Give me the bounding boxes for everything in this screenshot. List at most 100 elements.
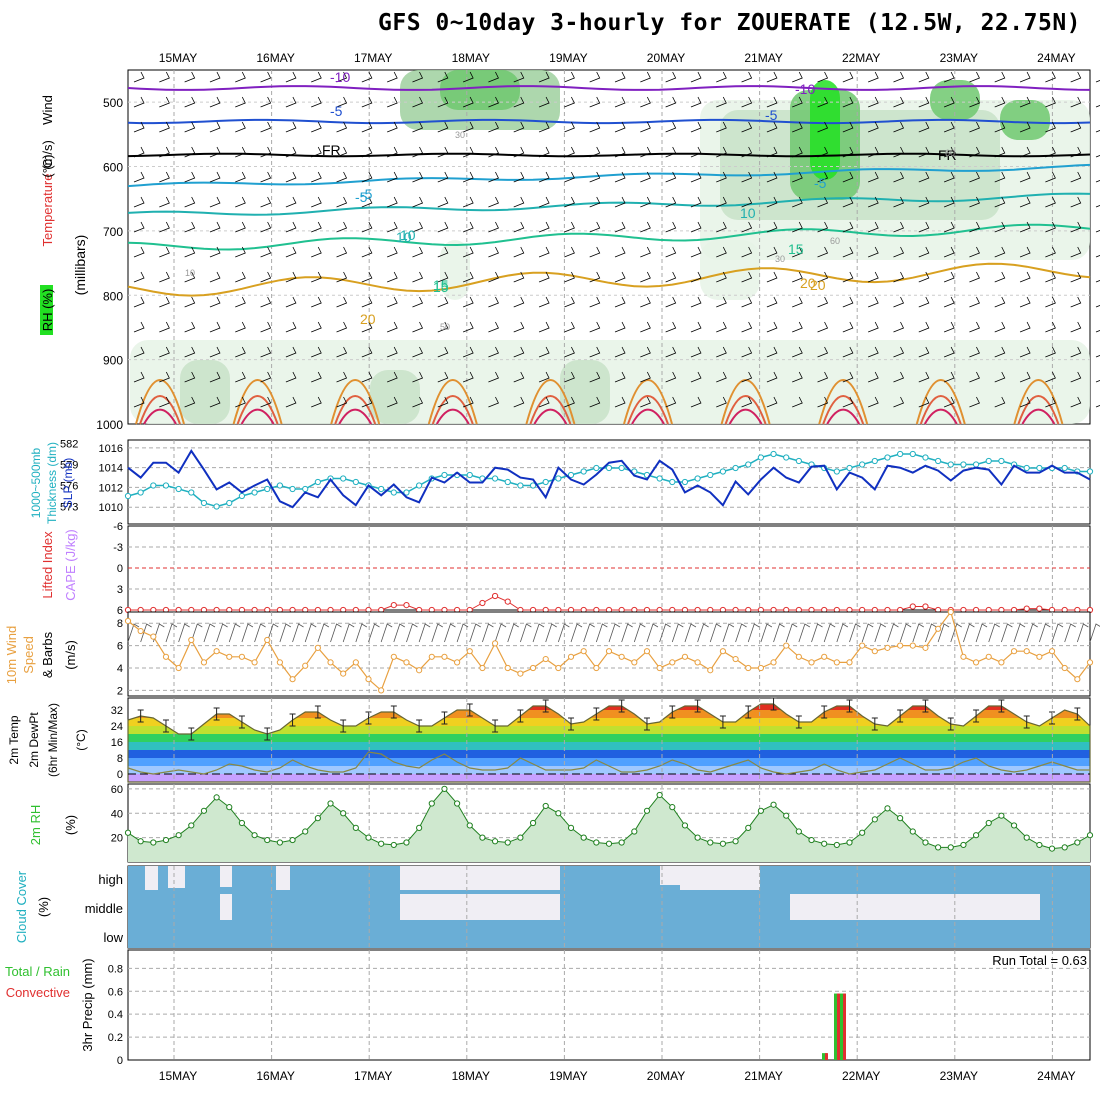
wind-barb <box>893 221 905 233</box>
wind-barb <box>741 121 753 133</box>
thickness-point <box>884 454 891 461</box>
wind-barb <box>665 121 677 133</box>
wind-barb <box>1051 623 1064 643</box>
rh-point <box>251 832 258 839</box>
wind-barb <box>336 221 348 233</box>
wind-barb <box>969 371 980 383</box>
wind-barb <box>868 271 879 283</box>
lifted-index-point <box>1036 605 1043 612</box>
slp-line <box>127 449 1091 509</box>
temp-contour-label: 15 <box>433 279 449 295</box>
wind-barb <box>235 196 246 208</box>
wind-barb <box>741 396 753 408</box>
wind-speed-point <box>1036 653 1043 660</box>
wind-barb <box>690 321 702 333</box>
wind-barb <box>614 246 626 258</box>
wind-barb <box>1045 121 1056 133</box>
cloud-gap <box>276 866 290 890</box>
temp-contour-diurnal <box>1021 408 1056 425</box>
wind-speed-point <box>643 648 651 655</box>
wind-barb <box>513 71 525 83</box>
temp-contour-diurnal <box>631 408 665 425</box>
wind-barb <box>488 321 499 333</box>
minmax-bar <box>897 709 904 723</box>
wind-barb <box>969 246 980 258</box>
wind-barb <box>437 346 449 358</box>
temp-line <box>127 703 1091 783</box>
wind-barb <box>317 623 330 643</box>
temp-band <box>128 766 1090 774</box>
wind-barb <box>133 221 145 233</box>
rh-point <box>466 822 473 829</box>
wind-barb <box>1045 71 1056 83</box>
wind-barb <box>1019 221 1031 233</box>
wind-barb <box>994 346 1006 358</box>
wind-barb <box>943 196 955 208</box>
rh-point <box>340 810 347 817</box>
temp-contour-label: 15 <box>433 277 449 293</box>
axis-label-p1_units: (m/s) <box>40 140 55 170</box>
wind-barb <box>387 171 398 183</box>
rh-point <box>897 815 904 822</box>
cloud-gap <box>400 894 560 920</box>
wind-barb <box>260 346 272 358</box>
wind-barb <box>159 346 170 358</box>
minmax-bar <box>441 711 448 725</box>
wind-barb <box>133 246 145 258</box>
minmax-bar <box>770 697 777 711</box>
wind-speed-point <box>466 648 473 655</box>
wind-barb <box>393 623 406 643</box>
wind-barb <box>1070 146 1082 158</box>
wind-barb <box>538 321 550 333</box>
wind-barb <box>868 171 879 183</box>
wind-barb <box>513 96 525 108</box>
wind-barb <box>133 71 145 83</box>
wind-speed-point <box>441 653 448 660</box>
axis-label-p1_wind: Wind <box>40 95 55 125</box>
wind-barb <box>538 146 550 158</box>
wind-speed-point <box>264 636 271 644</box>
wind-speed-point <box>757 664 764 672</box>
thickness-point <box>707 471 714 479</box>
minmax-bar <box>795 715 802 729</box>
y-tick-label: 16 <box>111 737 123 749</box>
wind-speed-point <box>745 664 752 672</box>
wind-barb <box>994 196 1006 208</box>
minmax-bar <box>821 705 828 719</box>
wind-barb <box>792 371 803 383</box>
wind-barb <box>285 196 297 208</box>
wind-barb <box>387 321 398 333</box>
rh-point <box>935 844 942 851</box>
temp-contour-label: 20 <box>800 275 816 291</box>
wind-barb <box>336 396 348 408</box>
wind-barb <box>538 196 550 208</box>
wind-barb <box>285 71 297 83</box>
y-tick-label: 800 <box>103 289 123 303</box>
wind-barb <box>260 371 272 383</box>
rain-bar <box>840 993 845 1060</box>
thickness-point <box>871 457 878 465</box>
wind-barb <box>766 196 778 208</box>
wind-barb <box>133 146 145 158</box>
wind-barb <box>589 271 601 283</box>
wind-barb <box>254 623 266 643</box>
wind-barb <box>311 296 322 308</box>
wind-barb <box>361 71 373 83</box>
wind-barb <box>513 271 525 283</box>
rh-point <box>985 819 992 827</box>
thickness-point <box>656 475 663 482</box>
wind-barb <box>1064 623 1076 643</box>
y-tick-label: 900 <box>103 354 123 368</box>
axis-label-p4_barbs: & Barbs <box>40 631 55 678</box>
wind-barb <box>912 623 924 643</box>
wind-barb <box>184 171 196 183</box>
wind-speed-point <box>567 653 575 660</box>
temp-contour-label: 20 <box>360 311 376 327</box>
wind-barb <box>918 296 930 308</box>
wind-barb <box>868 221 879 233</box>
wind-barb <box>943 321 955 333</box>
wind-barb <box>817 346 829 358</box>
wind-barb <box>260 271 272 283</box>
wind-barb <box>133 396 145 408</box>
minmax-bar <box>365 711 372 725</box>
